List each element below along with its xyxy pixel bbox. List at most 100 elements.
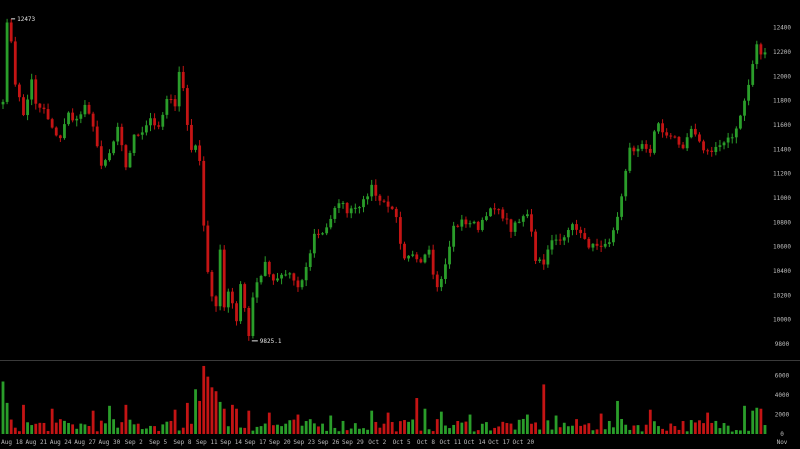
volume-bar xyxy=(382,423,386,434)
volume-bar xyxy=(415,398,419,434)
candle xyxy=(689,125,693,139)
candle-body xyxy=(181,71,185,89)
candle-body xyxy=(632,147,636,152)
volume-bar xyxy=(489,430,492,434)
volume-bar xyxy=(685,431,689,434)
candle-body xyxy=(87,104,91,114)
volume-bar xyxy=(476,430,480,434)
volume-bar xyxy=(534,422,537,434)
candle xyxy=(161,112,165,131)
candle xyxy=(726,132,730,148)
candle-body xyxy=(628,147,632,171)
candle xyxy=(226,288,230,313)
candle xyxy=(284,270,288,277)
volume-bar xyxy=(124,404,128,434)
candle xyxy=(677,136,681,148)
volume-bar xyxy=(628,429,632,434)
candle xyxy=(673,135,677,139)
volume-bar xyxy=(353,423,357,434)
volume-bar xyxy=(485,422,488,434)
candle-body xyxy=(288,273,292,275)
volume-bar xyxy=(54,422,58,434)
candle-body xyxy=(353,207,357,209)
volume-bar xyxy=(13,427,17,434)
candle xyxy=(312,228,316,258)
candle xyxy=(599,240,603,253)
candle-body xyxy=(734,128,738,138)
candle xyxy=(181,65,185,92)
volume-bar xyxy=(538,429,542,434)
candle-body xyxy=(13,41,17,85)
candle xyxy=(468,220,472,228)
candle-body xyxy=(763,52,767,55)
volume-bar xyxy=(83,424,87,434)
date-tick-label: Sep 8 xyxy=(173,439,191,446)
candle-body xyxy=(521,216,525,222)
volume-bar xyxy=(190,423,193,434)
date-x-axis: Aug 18 Aug 21 Aug 24 Aug 27 Aug 30 Sep 2 Sep 5… xyxy=(1,439,788,446)
candle xyxy=(120,123,124,152)
volume-bar xyxy=(30,425,34,434)
volume-bar xyxy=(222,408,226,434)
candle-body xyxy=(165,99,169,115)
volume-bar xyxy=(276,424,279,434)
candle xyxy=(333,206,337,223)
candle xyxy=(505,212,509,225)
volume-bar xyxy=(42,422,46,434)
volume-bar xyxy=(50,408,54,434)
volume-bar xyxy=(644,424,648,434)
candle-body xyxy=(489,208,492,217)
volume-bar xyxy=(255,426,259,434)
candle xyxy=(345,202,349,218)
candle xyxy=(435,271,439,292)
candle xyxy=(513,220,517,237)
volume-bar xyxy=(345,430,349,434)
candle-body xyxy=(485,216,488,220)
candle xyxy=(153,113,156,130)
candle-body xyxy=(95,126,99,147)
candle-body xyxy=(185,88,189,125)
volume-bar xyxy=(419,430,423,434)
candle-body xyxy=(304,267,308,281)
volume-bar xyxy=(407,421,410,434)
candle-body xyxy=(505,218,509,220)
price-tick-label: 12000 xyxy=(773,73,791,80)
volume-bar xyxy=(198,400,202,434)
candle-body xyxy=(67,112,70,125)
date-tick-label: Sep 29 xyxy=(342,439,364,446)
candle-body xyxy=(509,219,513,232)
volume-bar xyxy=(214,391,218,434)
volume-bar xyxy=(104,423,107,434)
candle-body xyxy=(276,278,279,281)
volume-bar xyxy=(99,420,103,434)
candle-body xyxy=(534,231,537,261)
candle xyxy=(317,229,320,239)
candle-body xyxy=(30,79,34,100)
candle xyxy=(636,145,640,158)
candle-body xyxy=(317,233,320,235)
volume-bar xyxy=(308,419,312,434)
candle-body xyxy=(149,118,152,126)
candle xyxy=(509,218,513,238)
volume-bar xyxy=(509,423,513,434)
candle xyxy=(177,66,181,112)
candle-body xyxy=(423,254,427,263)
candle-body xyxy=(83,104,87,115)
candle-body xyxy=(17,84,21,98)
date-tick-label: Sep 2 xyxy=(125,439,143,446)
high-price-label: 12473 xyxy=(17,16,35,23)
volume-bar xyxy=(403,420,406,434)
price-y-axis: 9800 10000 10200 10400 10600 10800 11000 11200 1… xyxy=(773,25,791,348)
volume-bar xyxy=(95,431,99,434)
candle-body xyxy=(202,160,206,226)
candle xyxy=(489,207,492,217)
volume-bar xyxy=(566,426,570,434)
candle-body xyxy=(349,208,353,214)
candle xyxy=(50,117,54,129)
candle-body xyxy=(456,225,460,227)
candle-body xyxy=(419,259,423,263)
candle-body xyxy=(255,282,259,298)
candle-body xyxy=(157,125,161,127)
candle xyxy=(210,270,214,302)
volume-bar xyxy=(38,422,42,434)
